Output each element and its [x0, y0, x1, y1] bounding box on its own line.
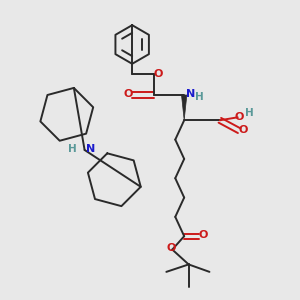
- Text: O: O: [166, 243, 176, 254]
- Text: O: O: [153, 69, 163, 79]
- Text: H: H: [196, 92, 204, 102]
- Text: O: O: [238, 125, 248, 135]
- Text: O: O: [235, 112, 244, 122]
- Text: N: N: [86, 143, 95, 154]
- Text: H: H: [68, 143, 77, 154]
- Polygon shape: [182, 95, 187, 120]
- Text: N: N: [186, 89, 195, 99]
- Text: H: H: [244, 108, 253, 118]
- Text: O: O: [198, 230, 208, 240]
- Text: O: O: [124, 89, 133, 99]
